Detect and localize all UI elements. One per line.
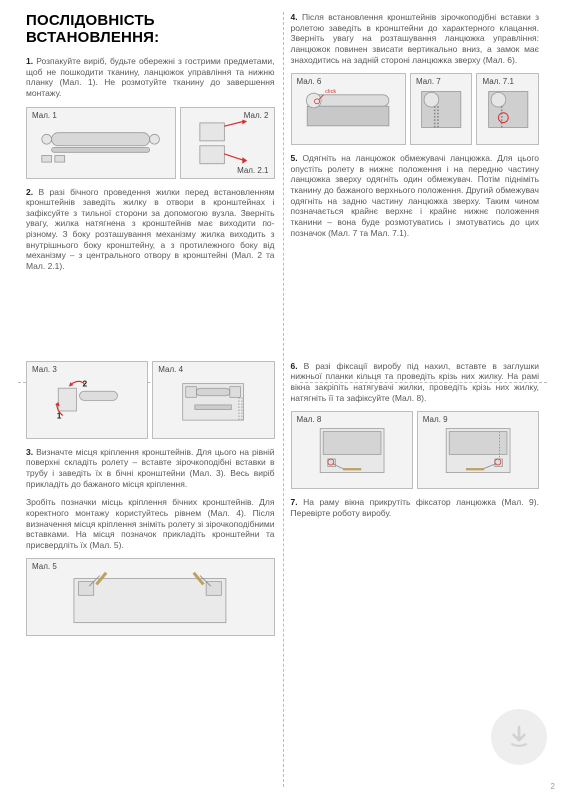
figure-9-label: Мал. 9 <box>423 415 448 424</box>
step-7: 7. На раму вікна прикрутіть фіксатор лан… <box>291 497 540 518</box>
figure-9: Мал. 9 <box>417 411 539 489</box>
vertical-divider <box>283 12 284 787</box>
section-bottom-right: 6. В разі фіксації виробу під нахил, вст… <box>283 351 548 716</box>
figure-3-illustration: 1 2 <box>33 373 141 426</box>
download-arrow-icon <box>506 724 532 750</box>
figure-4-label: Мал. 4 <box>158 365 183 374</box>
figure-2-illustration <box>186 118 269 167</box>
step-4: 4. Після встановлення кронштейнів зірочк… <box>291 12 540 65</box>
figure-4: Мал. 4 <box>152 361 274 439</box>
figure-7-label: Мал. 7 <box>416 77 441 86</box>
figure-2-label: Мал. 2 <box>244 111 269 120</box>
step-7-text: На раму вікна прикрутіть фіксатор ланцюж… <box>291 497 539 518</box>
click-annotation: click <box>325 89 336 95</box>
fig-row-2: Мал. 6 click Мал. 7 <box>291 73 540 145</box>
step-3b: Зробіть позначки місць кріплення бічних … <box>26 497 275 550</box>
figure-9-illustration <box>424 424 532 477</box>
figure-1: Мал. 1 <box>26 107 176 179</box>
section-top-left: ПОСЛІДОВНІСТЬ ВСТАНОВЛЕННЯ: 1. Розпакуйт… <box>18 12 283 351</box>
figure-4-illustration <box>159 373 267 426</box>
step-3b-text: Зробіть позначки місць кріплення бічних … <box>26 497 275 550</box>
figure-5: Мал. 5 <box>26 558 275 636</box>
step-2: 2. В разі бічного проведення жилки перед… <box>26 187 275 272</box>
step-4-text: Після встановлення кронштейнів зірочкопо… <box>291 12 540 65</box>
figure-8: Мал. 8 <box>291 411 413 489</box>
figure-6: Мал. 6 click <box>291 73 406 145</box>
horizontal-divider-right <box>300 382 547 383</box>
figure-2: Мал. 2 Мал. 2.1 <box>180 107 275 179</box>
figure-1-label: Мал. 1 <box>32 111 57 120</box>
figure-7-1-illustration <box>481 85 535 134</box>
figure-3: Мал. 3 1 2 <box>26 361 148 439</box>
figure-5-label: Мал. 5 <box>32 562 57 571</box>
figure-6-label: Мал. 6 <box>297 77 322 86</box>
figure-8-label: Мал. 8 <box>297 415 322 424</box>
fig-row-1: Мал. 1 Мал. 2 Мал. 2.1 <box>26 107 275 179</box>
figure-1-illustration <box>34 118 167 167</box>
step-5-text: Одягніть на ланцюжок обмежувачі ланцюжка… <box>291 153 540 237</box>
step-2-text: В разі бічного проведення жилки перед вс… <box>26 187 275 271</box>
step-5: 5. Одягніть на ланцюжок обмежувачі ланцю… <box>291 153 540 238</box>
step-3a: 3. Визначте місця кріплення кронштейнів.… <box>26 447 275 490</box>
fig-row-5: Мал. 8 Мал. 9 <box>291 411 540 489</box>
figure-6-illustration: click <box>297 85 399 134</box>
figure-2-1-label: Мал. 2.1 <box>237 166 268 175</box>
figure-3-label: Мал. 3 <box>32 365 57 374</box>
section-top-right: 4. Після встановлення кронштейнів зірочк… <box>283 12 548 351</box>
figure-7-1: Мал. 7.1 <box>476 73 539 145</box>
section-bottom-left: Мал. 3 1 2 Мал. 4 <box>18 351 283 716</box>
step-3a-text: Визначте місця кріплення кронштейнів. Дл… <box>26 447 275 489</box>
fig-row-3: Мал. 3 1 2 Мал. 4 <box>26 361 275 439</box>
page-title: ПОСЛІДОВНІСТЬ ВСТАНОВЛЕННЯ: <box>26 12 275 46</box>
step-1-text: Розпакуйте виріб, будьте обережні з гост… <box>26 56 275 98</box>
step-1: 1. Розпакуйте виріб, будьте обережні з г… <box>26 56 275 99</box>
page-number: 2 <box>551 782 555 791</box>
fig-row-4: Мал. 5 <box>26 558 275 636</box>
figure-5-illustration <box>39 571 261 624</box>
figure-7-1-label: Мал. 7.1 <box>482 77 513 86</box>
watermark-logo <box>491 709 547 765</box>
figure-7-illustration <box>414 85 468 134</box>
figure-8-illustration <box>298 424 406 477</box>
figure-7: Мал. 7 <box>410 73 473 145</box>
